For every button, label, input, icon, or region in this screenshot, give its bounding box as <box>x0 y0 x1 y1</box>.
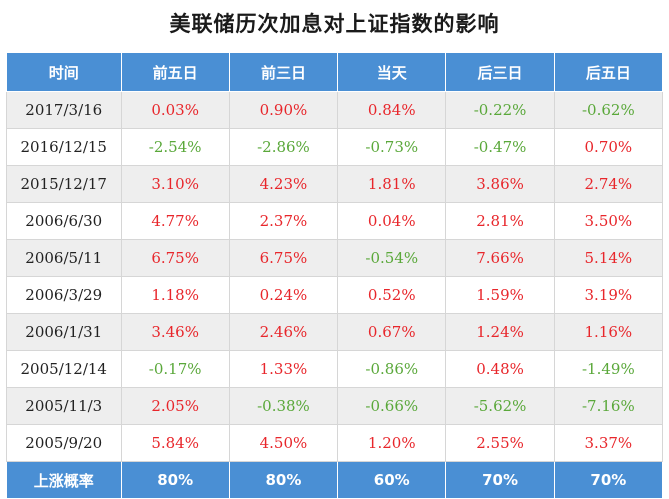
table-row: 2005/9/20 5.84% 4.50% 1.20% 2.55% 3.37% <box>6 424 664 462</box>
change-cell: -2.86% <box>228 128 339 166</box>
change-cell: 3.19% <box>553 276 664 314</box>
change-cell: -0.38% <box>228 387 339 425</box>
table-row: 2006/1/31 3.46% 2.46% 0.67% 1.24% 1.16% <box>6 313 664 351</box>
probability-cell: 60% <box>337 461 447 499</box>
change-cell: 1.81% <box>337 165 447 203</box>
change-cell: 2.74% <box>553 165 664 203</box>
change-cell: 3.50% <box>553 202 664 240</box>
change-cell: 0.70% <box>553 128 664 166</box>
change-cell: 7.66% <box>445 239 555 277</box>
change-cell: 2.05% <box>120 387 230 425</box>
change-cell: 0.90% <box>228 91 339 129</box>
table-row: 2016/12/15 -2.54% -2.86% -0.73% -0.47% 0.70% <box>6 128 664 166</box>
change-cell: 4.23% <box>228 165 339 203</box>
change-cell: 0.03% <box>120 91 230 129</box>
change-cell: 1.18% <box>120 276 230 314</box>
change-cell: 2.37% <box>228 202 339 240</box>
table-row: 2006/3/29 1.18% 0.24% 0.52% 1.59% 3.19% <box>6 276 664 314</box>
column-header-3-days-before: 前三日 <box>228 52 339 92</box>
header-row: 时间 前五日 前三日 当天 后三日 后五日 <box>6 52 664 92</box>
date-cell: 2005/12/14 <box>6 350 122 388</box>
change-cell: 0.67% <box>337 313 447 351</box>
column-header-date: 时间 <box>6 52 122 92</box>
column-header-same-day: 当天 <box>337 52 447 92</box>
date-cell: 2017/3/16 <box>6 91 122 129</box>
change-cell: -2.54% <box>120 128 230 166</box>
change-cell: -1.49% <box>553 350 664 388</box>
change-cell: -0.62% <box>553 91 664 129</box>
probability-row: 上涨概率 80% 80% 60% 70% 70% <box>6 461 664 499</box>
change-cell: 1.20% <box>337 424 447 462</box>
change-cell: 1.24% <box>445 313 555 351</box>
column-header-5-days-before: 前五日 <box>120 52 230 92</box>
change-cell: 0.52% <box>337 276 447 314</box>
change-cell: -0.17% <box>120 350 230 388</box>
change-cell: -0.54% <box>337 239 447 277</box>
column-header-3-days-after: 后三日 <box>445 52 555 92</box>
change-cell: 5.84% <box>120 424 230 462</box>
page-title: 美联储历次加息对上证指数的影响 <box>169 12 500 36</box>
change-cell: 2.55% <box>445 424 555 462</box>
change-cell: 0.48% <box>445 350 555 388</box>
change-cell: -0.66% <box>337 387 447 425</box>
probability-label: 上涨概率 <box>6 461 122 499</box>
change-cell: 0.24% <box>228 276 339 314</box>
change-cell: 1.33% <box>228 350 339 388</box>
change-cell: -5.62% <box>445 387 555 425</box>
change-cell: 0.04% <box>337 202 447 240</box>
change-cell: 1.16% <box>553 313 664 351</box>
change-cell: 3.86% <box>445 165 555 203</box>
change-cell: -0.22% <box>445 91 555 129</box>
table-row: 2015/12/17 3.10% 4.23% 1.81% 3.86% 2.74% <box>6 165 664 203</box>
date-cell: 2006/3/29 <box>6 276 122 314</box>
date-cell: 2006/6/30 <box>6 202 122 240</box>
date-cell: 2016/12/15 <box>6 128 122 166</box>
change-cell: 3.10% <box>120 165 230 203</box>
date-cell: 2005/11/3 <box>6 387 122 425</box>
fed-rate-hike-table: 时间 前五日 前三日 当天 后三日 后五日 2017/3/16 0.03% 0.90… <box>6 52 664 499</box>
change-cell: 6.75% <box>228 239 339 277</box>
change-cell: -0.86% <box>337 350 447 388</box>
change-cell: 2.81% <box>445 202 555 240</box>
table-row: 2005/11/3 2.05% -0.38% -0.66% -5.62% -7.16% <box>6 387 664 425</box>
date-cell: 2006/1/31 <box>6 313 122 351</box>
table-row: 2006/6/30 4.77% 2.37% 0.04% 2.81% 3.50% <box>6 202 664 240</box>
change-cell: 2.46% <box>228 313 339 351</box>
date-cell: 2005/9/20 <box>6 424 122 462</box>
probability-cell: 70% <box>553 461 664 499</box>
change-cell: 4.50% <box>228 424 339 462</box>
table-row: 2006/5/11 6.75% 6.75% -0.54% 7.66% 5.14% <box>6 239 664 277</box>
column-header-5-days-after: 后五日 <box>553 52 664 92</box>
change-cell: 5.14% <box>553 239 664 277</box>
change-cell: 0.84% <box>337 91 447 129</box>
change-cell: 3.46% <box>120 313 230 351</box>
change-cell: 1.59% <box>445 276 555 314</box>
change-cell: 6.75% <box>120 239 230 277</box>
date-cell: 2006/5/11 <box>6 239 122 277</box>
probability-cell: 70% <box>445 461 555 499</box>
change-cell: 4.77% <box>120 202 230 240</box>
change-cell: -7.16% <box>553 387 664 425</box>
date-cell: 2015/12/17 <box>6 165 122 203</box>
change-cell: -0.73% <box>337 128 447 166</box>
table-row: 2005/12/14 -0.17% 1.33% -0.86% 0.48% -1.49% <box>6 350 664 388</box>
table-row: 2017/3/16 0.03% 0.90% 0.84% -0.22% -0.62% <box>6 91 664 129</box>
change-cell: -0.47% <box>445 128 555 166</box>
probability-cell: 80% <box>120 461 230 499</box>
probability-cell: 80% <box>228 461 339 499</box>
change-cell: 3.37% <box>553 424 664 462</box>
